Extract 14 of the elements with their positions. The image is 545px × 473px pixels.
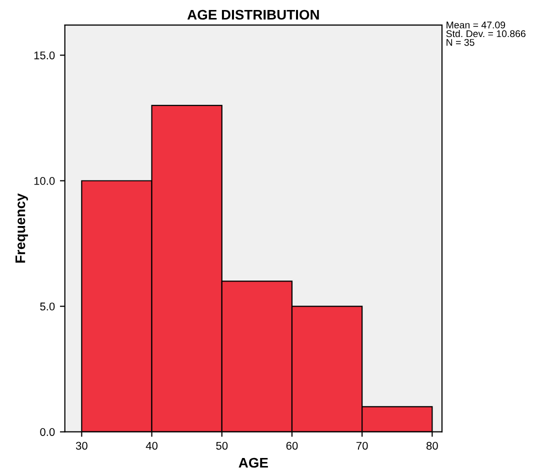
x-tick-label: 80 — [426, 442, 438, 450]
text: Mean = 47.09 Std. Dev. = 10.866 N = 35 — [446, 22, 526, 46]
chart-title: AGE DISTRIBUTION — [187, 10, 319, 20]
y-tick-label: 10.0 — [34, 177, 55, 185]
y-tick-label: 0.0 — [40, 428, 55, 436]
x-tick-label: 50 — [216, 442, 228, 450]
x-tick-label: 30 — [76, 442, 88, 450]
y-axis-title: Frequency — [16, 193, 28, 263]
y-tick-label: 15.0 — [34, 51, 55, 60]
x-tick-label: 40 — [146, 442, 158, 450]
x-tick-label: 60 — [286, 442, 298, 450]
y-tick-label: 5.0 — [40, 302, 55, 310]
x-tick-label: 70 — [356, 442, 368, 450]
x-axis-title: AGE — [238, 458, 268, 468]
